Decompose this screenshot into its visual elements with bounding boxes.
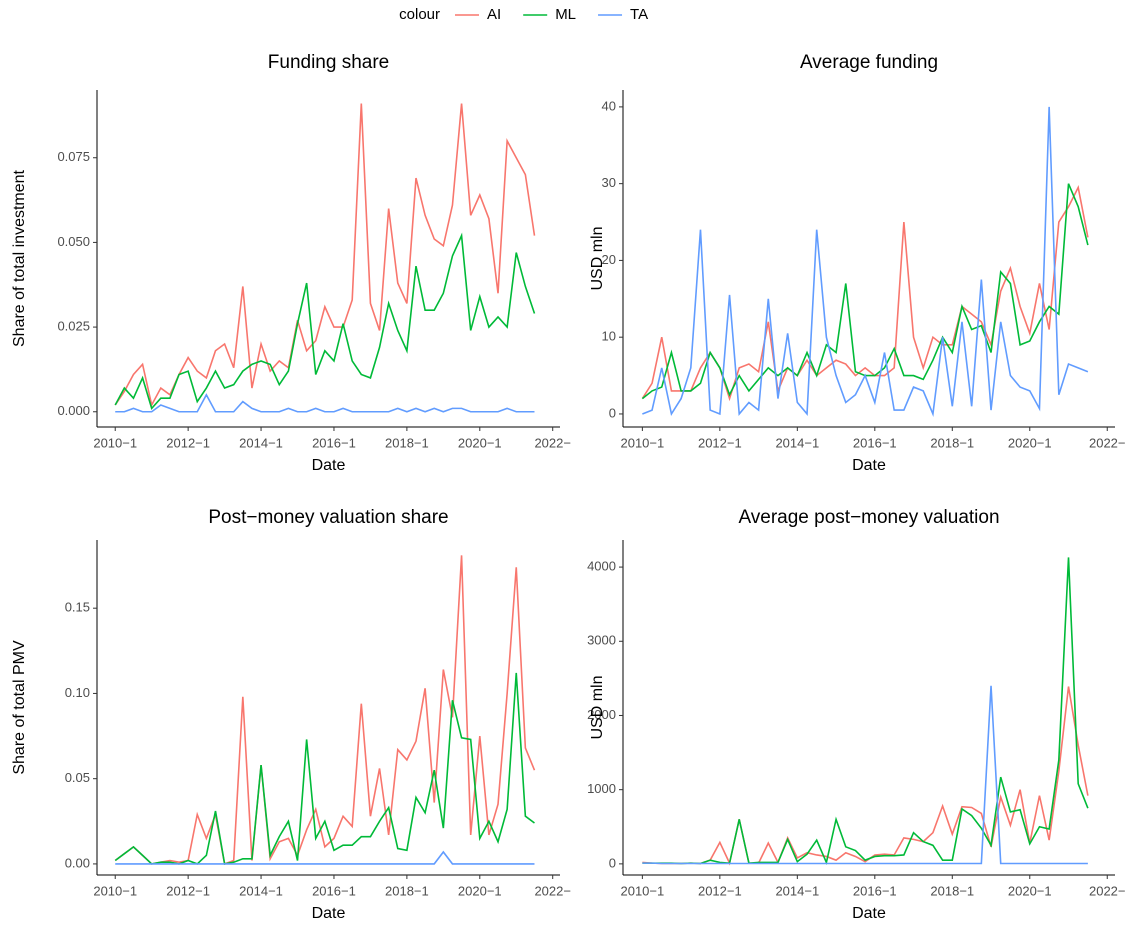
panel-title: Average funding — [800, 52, 938, 73]
y-axis-label: USD mln — [589, 675, 606, 739]
x-tick-label: 2012−1 — [698, 435, 742, 450]
y-tick-label: 4000 — [587, 559, 616, 574]
x-tick-label: 2020−1 — [1008, 883, 1052, 898]
x-tick-label: 2016−1 — [853, 883, 897, 898]
series-line — [114, 232, 536, 410]
y-axis-label: USD mln — [589, 226, 606, 290]
series-line — [115, 850, 535, 865]
y-tick-label: 40 — [602, 98, 616, 113]
panel-title: Funding share — [268, 52, 389, 73]
x-tick-label: 2020−1 — [1008, 435, 1052, 450]
x-tick-label: 2014−1 — [775, 435, 819, 450]
y-tick-label: 0.05 — [65, 770, 90, 785]
y-tick-label: 30 — [602, 175, 616, 190]
y-tick-label: 1000 — [587, 781, 616, 796]
x-tick-label: 2010−1 — [93, 435, 137, 450]
x-axis-label: Date — [852, 905, 886, 922]
panel-title: Average post−money valuation — [738, 507, 999, 528]
series-line — [642, 106, 1089, 418]
x-axis-label: Date — [312, 457, 346, 474]
x-tick-label: 2010−1 — [620, 883, 664, 898]
series-line — [641, 185, 1089, 402]
y-tick-label: 3000 — [587, 633, 616, 648]
series-line — [115, 393, 535, 413]
series-line — [641, 183, 1089, 400]
x-tick-label: 2018−1 — [930, 435, 974, 450]
x-tick-label: 2012−1 — [166, 435, 210, 450]
x-tick-label: 2022− — [1089, 883, 1125, 898]
y-tick-label: 2000 — [587, 707, 616, 722]
x-tick-label: 2012−1 — [698, 883, 742, 898]
y-tick-label: 0.025 — [57, 319, 90, 334]
x-tick-label: 2022− — [1089, 435, 1125, 450]
y-tick-label: 0 — [609, 405, 616, 420]
x-tick-label: 2016−1 — [312, 435, 356, 450]
legend-title: colour — [399, 6, 440, 23]
x-tick-label: 2010−1 — [620, 435, 664, 450]
legend-label: ML — [555, 6, 576, 23]
y-axis-label: Share of total PMV — [11, 640, 28, 775]
series-line — [114, 103, 536, 408]
x-tick-label: 2020−1 — [458, 435, 502, 450]
y-tick-label: 0.075 — [57, 149, 90, 164]
x-tick-label: 2014−1 — [239, 883, 283, 898]
x-tick-label: 2014−1 — [239, 435, 283, 450]
x-tick-label: 2018−1 — [385, 435, 429, 450]
legend-label: TA — [630, 6, 648, 23]
series-line — [114, 672, 535, 865]
series-line — [642, 557, 1089, 865]
y-tick-label: 0.15 — [65, 600, 90, 615]
x-axis-label: Date — [312, 905, 346, 922]
y-tick-label: 0 — [609, 855, 616, 870]
y-tick-label: 0.000 — [57, 403, 90, 418]
y-tick-label: 20 — [602, 252, 616, 267]
y-axis-label: Share of total investment — [11, 169, 28, 347]
x-tick-label: 2022− — [534, 435, 571, 450]
x-tick-label: 2022− — [534, 883, 571, 898]
y-tick-label: 0.050 — [57, 234, 90, 249]
y-tick-label: 0.10 — [65, 685, 90, 700]
x-tick-label: 2020−1 — [458, 883, 502, 898]
x-tick-label: 2016−1 — [853, 435, 897, 450]
x-axis-label: Date — [852, 457, 886, 474]
x-tick-label: 2018−1 — [385, 883, 429, 898]
x-tick-label: 2014−1 — [775, 883, 819, 898]
series-line — [642, 685, 1088, 865]
y-tick-label: 0.00 — [65, 855, 90, 870]
legend-label: AI — [487, 6, 501, 23]
series-line — [642, 686, 1089, 866]
x-tick-label: 2016−1 — [312, 883, 356, 898]
x-tick-label: 2018−1 — [930, 883, 974, 898]
x-tick-label: 2010−1 — [93, 883, 137, 898]
series-line — [114, 555, 536, 866]
x-tick-label: 2012−1 — [166, 883, 210, 898]
panel-title: Post−money valuation share — [208, 507, 448, 528]
y-tick-label: 10 — [602, 329, 616, 344]
